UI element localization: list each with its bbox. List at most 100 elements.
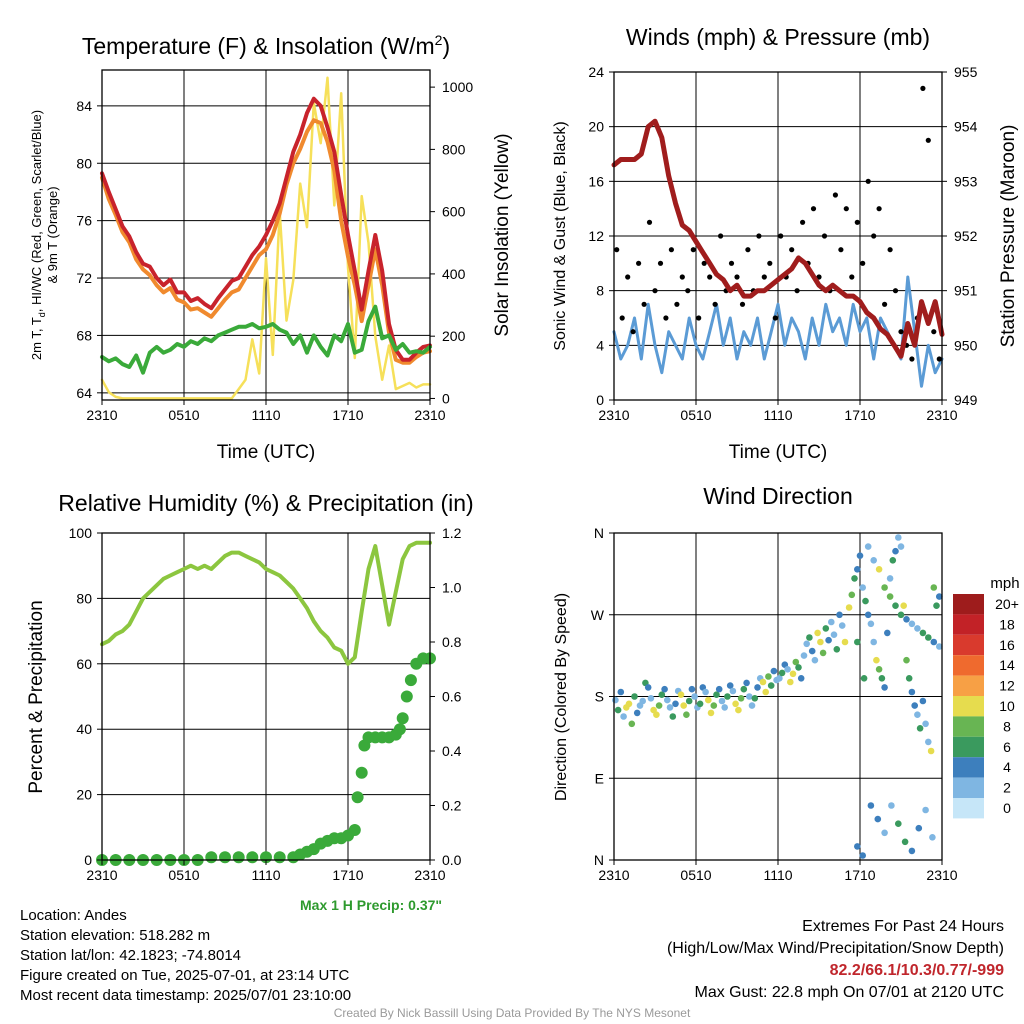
x-tick-label: 1710 [844, 867, 875, 883]
gust-point [734, 274, 740, 280]
y-tick-label: 80 [76, 155, 92, 171]
wind-direction-point [806, 634, 813, 641]
x-tick-label: 1110 [763, 867, 792, 883]
wind-direction-point [620, 713, 627, 720]
x-tick-label: 1110 [763, 407, 792, 423]
wind-direction-point [836, 611, 843, 619]
x-tick-label: 0510 [168, 867, 199, 883]
wind-direction-point [770, 667, 778, 675]
gust-point [772, 315, 778, 321]
y-tick-label: 68 [76, 327, 92, 343]
wind-direction-point [732, 700, 739, 708]
wind-direction-point [833, 646, 841, 653]
wind-direction-point [666, 704, 674, 711]
gust-point [882, 301, 888, 307]
precip-point [400, 690, 413, 703]
y2-tick-label: 1000 [442, 79, 473, 95]
wind-direction-point [705, 696, 712, 704]
wind-direction-point [874, 815, 882, 823]
wind-direction-point [628, 720, 636, 728]
wind-direction-point [895, 820, 902, 827]
wind-direction-point [680, 702, 687, 709]
colorbar-label: 16 [999, 637, 1015, 653]
colorbar-cell [953, 757, 984, 778]
y2-tick-label: 0.2 [442, 798, 462, 814]
temperature-panel: Temperature (F) & Insolation (W/m2) 2310… [29, 32, 513, 463]
gust-point [641, 301, 647, 307]
temperature-axes: 2310 0510 1110 1710 2310 64 68 72 76 80 84 0 200 400 6… [76, 79, 473, 423]
temperature-series [100, 76, 432, 400]
station-info: Location: Andes Station elevation: 518.2… [20, 906, 351, 1006]
x-tick-label: 2310 [926, 867, 957, 883]
wind-direction-point [792, 658, 800, 666]
x-tick-label: 2310 [598, 407, 629, 423]
humidity-panel: Relative Humidity (%) & Precipitation (i… [26, 490, 474, 883]
winds-y-label: Sonic Wind & Gust (Blue, Black) [552, 121, 569, 350]
x-tick-label: 2310 [414, 867, 445, 883]
wind-direction-point [672, 700, 679, 708]
wind-direction-point [922, 806, 929, 814]
x-tick-label: 1710 [332, 867, 363, 883]
y2-tick-label: 0.8 [442, 634, 462, 650]
wind-direction-point [848, 591, 856, 599]
precip-point [393, 723, 406, 736]
colorbar-label: 2 [1003, 780, 1011, 796]
y2-tick-label: 954 [954, 119, 978, 135]
gust-point [849, 274, 855, 280]
y-tick-label: 20 [588, 119, 604, 135]
wind-direction-point [797, 675, 805, 682]
colorbar-label: 18 [999, 616, 1015, 632]
wind-direction-point [854, 566, 861, 573]
wind-direction-point [702, 688, 709, 696]
colorbar-cell [953, 696, 984, 717]
recent-timestamp: Most recent data timestamp: 2025/07/01 2… [20, 987, 352, 1004]
gust-point [821, 233, 828, 239]
gust-point [745, 247, 751, 253]
y-tick-label: 64 [76, 385, 92, 401]
y2-tick-label: 800 [442, 141, 466, 157]
colorbar-cell [953, 594, 984, 615]
gust-point [696, 315, 702, 321]
wind-direction-point [878, 675, 886, 682]
wind-direction-point [911, 702, 918, 709]
winds-series [611, 85, 945, 388]
wind-direction-point [930, 638, 938, 646]
gust-point [657, 260, 664, 266]
x-tick-label: 0510 [680, 867, 711, 883]
wind-direction-point [933, 602, 940, 609]
wind-direction-point [881, 584, 888, 591]
wind-direction-point [888, 802, 895, 809]
gust-point [925, 137, 931, 143]
temp-2m-line [100, 96, 432, 362]
wind-direction-point [873, 656, 880, 664]
wind-direction-point [713, 691, 720, 698]
wind-direction-point [715, 685, 723, 693]
wind-direction-point [762, 688, 769, 696]
wind-direction-point [639, 697, 646, 705]
wind-direction-point [922, 720, 929, 728]
gust-point [674, 301, 680, 307]
x-tick-label: 1710 [844, 407, 875, 423]
gust-point [739, 301, 746, 307]
y-tick-label: 100 [69, 525, 93, 541]
wind-direction-point [897, 543, 905, 550]
gust-point [712, 301, 718, 307]
wind-direction-point [903, 616, 910, 623]
gust-point [931, 329, 937, 335]
colorbar-title: mph [990, 575, 1019, 592]
figure-created: Figure created on Tue, 2025-07-01, at 23… [20, 967, 350, 984]
y-tick-label: 40 [76, 721, 92, 737]
wind-direction-point [903, 656, 910, 664]
dewpoint-line [100, 304, 432, 375]
y2-tick-label: 0 [442, 390, 450, 406]
x-tick-label: 2310 [926, 407, 957, 423]
wind-direction-point [811, 656, 819, 664]
gust-point [898, 329, 904, 335]
wind-direction-point [778, 669, 786, 677]
gust-point [679, 274, 685, 280]
wind-direction-point [875, 666, 883, 673]
wind-direction-point [830, 631, 838, 638]
wind-direction-point [881, 829, 888, 837]
gust-point [810, 206, 817, 212]
direction-title: Wind Direction [703, 483, 853, 509]
